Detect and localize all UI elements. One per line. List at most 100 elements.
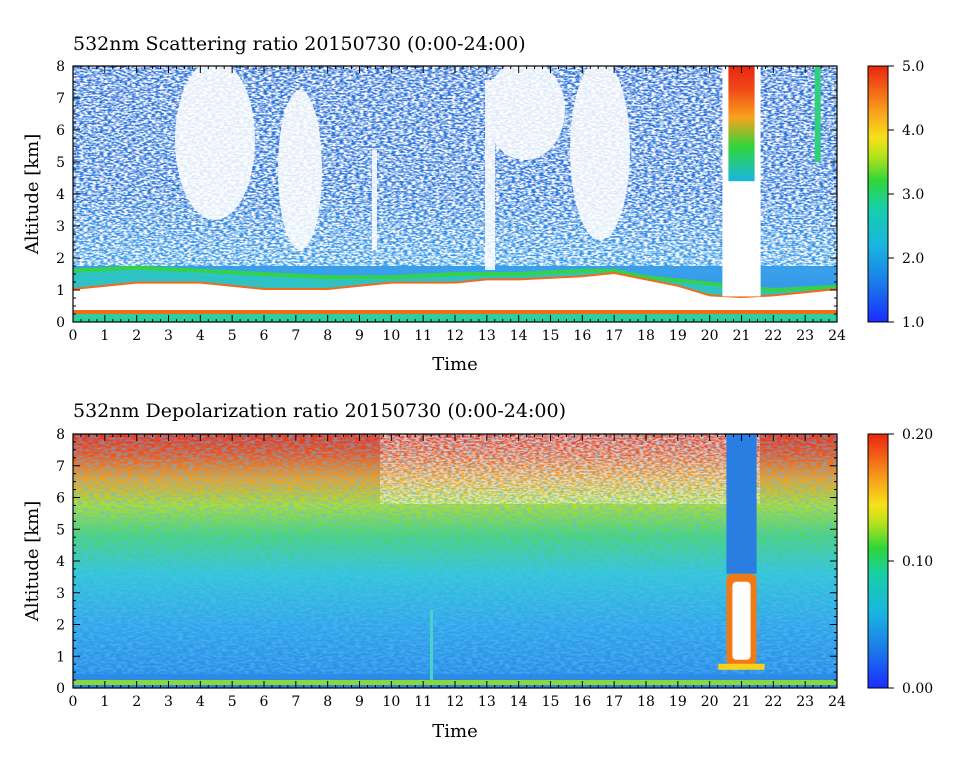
- y-tick-label: 3: [56, 219, 65, 235]
- y-tick-label: 2: [56, 251, 65, 267]
- y-axis-bottom: 0 1 2 3 4 5 6 7 8: [56, 427, 837, 697]
- colorbar-tick-label: 1.0: [902, 315, 924, 331]
- x-tick-label: 23: [796, 328, 814, 344]
- y-tick-label: 8: [56, 59, 65, 75]
- x-tick-label: 16: [573, 328, 591, 344]
- colorbar-tick-label: 2.0: [902, 251, 924, 267]
- x-tick-label: 24: [828, 328, 846, 344]
- chart-title-bottom: 532nm Depolarization ratio 20150730 (0:0…: [73, 400, 566, 422]
- cloud-core: [728, 66, 755, 182]
- colorbar-ticks-bottom: 0.00 0.10 0.20: [888, 427, 933, 697]
- scattering-heatmap: [73, 66, 837, 322]
- x-axis-label-bottom: Time: [432, 721, 477, 742]
- x-tick-label: 16: [573, 694, 591, 710]
- x-tick-label: 13: [478, 328, 496, 344]
- x-tick-label: 12: [446, 694, 464, 710]
- x-tick-label: 14: [510, 694, 528, 710]
- x-axis-label-top: Time: [432, 354, 477, 375]
- y-tick-label: 7: [56, 91, 65, 107]
- colorbar-tick-label: 0.20: [902, 427, 933, 443]
- x-tick-label: 12: [446, 328, 464, 344]
- cloud-base-layer: [718, 663, 765, 670]
- x-tick-label: 10: [382, 328, 400, 344]
- y-tick-label: 4: [56, 554, 65, 570]
- x-tick-label: 22: [764, 328, 782, 344]
- y-tick-label: 4: [56, 187, 65, 203]
- colorbar-ticks-top: 1.0 2.0 3.0 4.0 5.0: [888, 59, 924, 331]
- x-tick-label: 4: [196, 328, 205, 344]
- cloud-column: [726, 434, 757, 574]
- x-tick-label: 9: [355, 328, 364, 344]
- x-tick-label: 0: [69, 694, 78, 710]
- x-tick-label: 6: [260, 328, 269, 344]
- y-tick-label: 7: [56, 459, 65, 475]
- y-tick-label: 0: [56, 681, 65, 697]
- y-tick-label: 1: [56, 649, 65, 665]
- colorbar-top: [867, 65, 889, 323]
- x-tick-label: 4: [196, 694, 205, 710]
- x-tick-label: 22: [764, 694, 782, 710]
- x-tick-label: 11: [414, 694, 432, 710]
- x-tick-label: 17: [605, 328, 623, 344]
- x-tick-label: 7: [291, 328, 300, 344]
- colorbar-tick-label: 5.0: [902, 59, 924, 75]
- x-tick-label: 19: [669, 328, 687, 344]
- depolarization-heatmap: [73, 434, 837, 688]
- x-axis-bottom: 0 1 2 3 4 5 6 7 8 9 10 11 12 13 14 15 16 17 18 19 20 21 22 23 24: [69, 434, 846, 710]
- clear-sky-gaps: [175, 66, 630, 270]
- x-tick-label: 23: [796, 694, 814, 710]
- plume-streak: [430, 610, 433, 680]
- x-tick-label: 18: [637, 328, 655, 344]
- x-tick-label: 3: [164, 694, 173, 710]
- noise-gaps: [380, 434, 760, 504]
- x-tick-label: 1: [100, 694, 109, 710]
- scattering-ratio-panel: 532nm Scattering ratio 20150730 (0:00-24…: [22, 33, 924, 375]
- x-tick-label: 24: [828, 694, 846, 710]
- colorbar-tick-label: 4.0: [902, 123, 924, 139]
- y-tick-label: 5: [56, 522, 65, 538]
- below-cloud-region: [73, 274, 837, 311]
- x-tick-label: 2: [132, 694, 141, 710]
- x-tick-label: 6: [260, 694, 269, 710]
- y-tick-label: 6: [56, 123, 65, 139]
- x-tick-label: 9: [355, 694, 364, 710]
- thick-cloud: [722, 66, 821, 297]
- y-axis-label-top: Altitude [km]: [22, 134, 43, 256]
- y-tick-label: 5: [56, 155, 65, 171]
- y-tick-label: 3: [56, 586, 65, 602]
- x-tick-label: 21: [733, 694, 751, 710]
- x-tick-label: 20: [701, 328, 719, 344]
- y-axis-label-bottom: Altitude [km]: [22, 501, 43, 623]
- y-tick-label: 6: [56, 491, 65, 507]
- x-tick-label: 19: [669, 694, 687, 710]
- x-tick-label: 13: [478, 694, 496, 710]
- x-tick-label: 2: [132, 328, 141, 344]
- boundary-layer-top: [73, 265, 837, 293]
- x-axis-top: 0 1 2 3 4 5 6 7 8 9 10 11 12 13 14 15 16 17 18 19 20 21 22 23 24: [69, 66, 846, 344]
- y-tick-label: 1: [56, 283, 65, 299]
- x-tick-label: 18: [637, 694, 655, 710]
- colorbar-bottom: [867, 433, 889, 689]
- colorbar-tick-label: 3.0: [902, 187, 924, 203]
- colorbar-tick-label: 0.10: [902, 554, 933, 570]
- near-surface-layer: [73, 310, 837, 314]
- colorbar-tick-label: 0.00: [902, 681, 933, 697]
- chart-title-top: 532nm Scattering ratio 20150730 (0:00-24…: [73, 33, 526, 55]
- x-tick-label: 0: [69, 328, 78, 344]
- x-tick-label: 15: [542, 694, 560, 710]
- thick-cloud: [718, 434, 765, 670]
- x-tick-label: 5: [228, 328, 237, 344]
- cloud-interior: [732, 581, 751, 660]
- x-tick-label: 21: [733, 328, 751, 344]
- x-tick-label: 7: [291, 694, 300, 710]
- x-tick-label: 3: [164, 328, 173, 344]
- x-tick-label: 10: [382, 694, 400, 710]
- y-axis-top: 0 1 2 3 4 5 6 7 8: [56, 59, 837, 331]
- x-tick-label: 11: [414, 328, 432, 344]
- x-tick-label: 15: [542, 328, 560, 344]
- x-tick-label: 14: [510, 328, 528, 344]
- x-tick-label: 17: [605, 694, 623, 710]
- x-tick-label: 8: [323, 694, 332, 710]
- x-tick-label: 5: [228, 694, 237, 710]
